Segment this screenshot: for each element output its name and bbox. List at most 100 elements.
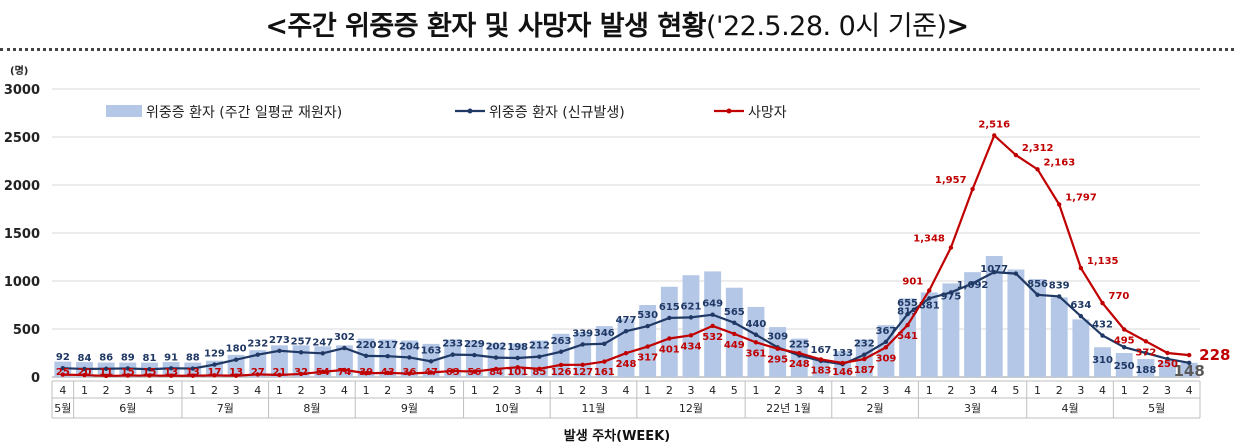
- month-label: 7월: [217, 402, 234, 415]
- severe-new-point: [1165, 356, 1170, 362]
- week-tick-label: 2: [211, 384, 218, 397]
- week-tick-label: 5: [168, 384, 175, 397]
- bar-severe-avg: [812, 359, 830, 377]
- week-tick-label: 1: [471, 384, 478, 397]
- week-tick-label: 5: [731, 384, 738, 397]
- y-tick-label: 500: [13, 323, 40, 338]
- severe-new-data-label: 86: [99, 353, 113, 364]
- month-label: 11월: [581, 402, 605, 415]
- week-tick-label: 3: [1077, 384, 1084, 397]
- week-tick-label: 2: [774, 384, 781, 397]
- week-tick-label: 4: [59, 384, 66, 397]
- severe-new-point: [515, 355, 520, 361]
- deaths-point: [862, 356, 867, 362]
- deaths-data-label: 101: [507, 367, 528, 378]
- severe-new-point: [580, 342, 585, 347]
- bar-severe-avg: [790, 338, 808, 377]
- deaths-point: [168, 373, 174, 378]
- deaths-data-label: 39: [359, 367, 373, 378]
- severe-new-point: [428, 359, 434, 364]
- bar-severe-avg: [964, 272, 982, 377]
- bar-severe-avg: [335, 345, 353, 377]
- deaths-point: [233, 373, 239, 378]
- bar-data-label: 819: [897, 306, 918, 317]
- deaths-point: [775, 346, 780, 351]
- deaths-point: [753, 340, 759, 345]
- severe-new-point: [537, 354, 542, 359]
- week-tick-label: 1: [1034, 384, 1041, 397]
- bar-severe-avg: [595, 326, 613, 377]
- bar-data-label: 1,092: [957, 280, 989, 291]
- severe-new-data-label: 477: [616, 315, 637, 326]
- deaths-data-label: 295: [767, 355, 788, 366]
- deaths-data-label: 309: [875, 353, 896, 364]
- week-tick-label: 3: [796, 384, 803, 397]
- bar-severe-avg: [639, 305, 657, 377]
- bar-severe-avg: [270, 345, 288, 377]
- bar-severe-avg: [249, 350, 267, 377]
- severe-new-data-label: 839: [1049, 280, 1070, 291]
- severe-new-point: [1078, 313, 1084, 319]
- legend-swatch-bars: [106, 105, 142, 117]
- deaths-point: [732, 331, 737, 337]
- severe-new-point: [493, 355, 499, 360]
- week-tick-label: 4: [428, 384, 435, 397]
- severe-new-point: [342, 345, 347, 351]
- week-tick-label: 2: [579, 384, 586, 397]
- deaths-point: [883, 345, 889, 350]
- month-label: 8월: [303, 402, 320, 415]
- deaths-point: [797, 350, 802, 356]
- bar-data-label: 188: [1135, 365, 1156, 376]
- severe-new-point: [255, 352, 260, 357]
- severe-new-point: [233, 357, 239, 362]
- week-tick-label: 3: [124, 384, 131, 397]
- bar-severe-avg: [1029, 279, 1046, 377]
- week-tick-label: 2: [298, 384, 305, 397]
- week-tick-label: 3: [601, 384, 608, 397]
- severe-new-data-label: 88: [186, 353, 200, 364]
- severe-new-point: [623, 329, 629, 334]
- deaths-point: [147, 373, 152, 378]
- deaths-data-label: 434: [681, 341, 702, 352]
- week-tick-label: 4: [254, 384, 261, 397]
- legend-marker-severe: [467, 108, 473, 114]
- y-tick-label: 2000: [4, 179, 40, 194]
- deaths-point: [602, 359, 607, 364]
- deaths-data-label: 449: [724, 340, 745, 351]
- week-tick-label: 2: [384, 384, 391, 397]
- severe-new-data-label: 232: [247, 339, 268, 350]
- severe-new-data-label: 202: [486, 342, 507, 353]
- deaths-point: [623, 350, 629, 356]
- deaths-point: [515, 365, 520, 370]
- severe-new-data-label: 649: [702, 299, 723, 310]
- week-tick-label: 3: [687, 384, 694, 397]
- deaths-data-label: 361: [746, 348, 767, 359]
- bar-severe-avg: [682, 275, 700, 377]
- month-label: 2월: [867, 402, 884, 415]
- week-tick-label: 2: [666, 384, 673, 397]
- severe-new-data-label: 232: [854, 339, 875, 350]
- severe-new-point: [710, 312, 715, 317]
- severe-new-point: [298, 350, 304, 355]
- deaths-point: [905, 322, 910, 328]
- severe-new-data-label: 257: [291, 336, 312, 347]
- deaths-data-label: 372: [1135, 347, 1156, 358]
- deaths-point: [1057, 202, 1062, 207]
- severe-new-data-label: 263: [551, 336, 572, 347]
- severe-new-point: [320, 351, 325, 356]
- deaths-point: [645, 344, 650, 349]
- month-label: 5월: [54, 402, 71, 415]
- month-label: 10월: [495, 402, 519, 415]
- week-tick-label: 4: [623, 384, 630, 397]
- deaths-point: [103, 373, 109, 379]
- deaths-data-label: 15: [121, 367, 135, 378]
- deaths-data-label: 228: [1199, 346, 1230, 364]
- severe-new-point: [407, 355, 412, 360]
- deaths-point: [818, 357, 824, 362]
- severe-new-data-label: 530: [637, 310, 658, 321]
- week-tick-label: 1: [276, 384, 283, 397]
- severe-new-data-label: 432: [1092, 320, 1113, 331]
- bar-severe-avg: [1180, 362, 1198, 377]
- deaths-point: [493, 366, 499, 372]
- severe-new-point: [1057, 294, 1062, 299]
